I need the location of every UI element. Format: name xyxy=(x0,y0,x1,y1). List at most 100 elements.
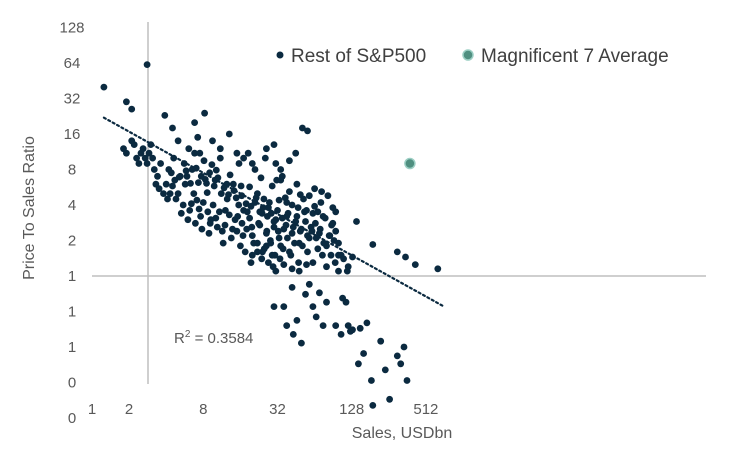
data-point xyxy=(295,267,303,275)
data-point xyxy=(265,204,272,212)
data-point xyxy=(232,194,240,202)
data-point xyxy=(191,149,199,157)
data-point xyxy=(161,112,169,119)
data-point xyxy=(327,251,335,259)
data-point xyxy=(192,219,199,227)
data-point xyxy=(293,180,301,188)
data-point xyxy=(291,239,298,247)
data-point xyxy=(284,209,292,217)
data-point xyxy=(246,214,254,222)
data-point xyxy=(219,239,227,247)
r-squared-symbol: R xyxy=(174,330,185,347)
data-points xyxy=(100,61,442,409)
data-point xyxy=(238,219,246,227)
data-point xyxy=(123,98,130,106)
data-point xyxy=(177,209,185,217)
data-point xyxy=(287,251,295,259)
data-point xyxy=(369,402,377,409)
data-point xyxy=(304,127,311,135)
data-point xyxy=(212,214,220,222)
data-point xyxy=(221,221,229,229)
data-point xyxy=(167,169,175,177)
data-point xyxy=(169,124,176,132)
data-point xyxy=(263,145,270,153)
data-point xyxy=(400,343,408,351)
data-point xyxy=(280,261,288,268)
data-point xyxy=(225,211,233,219)
data-point xyxy=(298,339,305,347)
data-point xyxy=(288,229,296,237)
data-point xyxy=(275,196,283,204)
data-point xyxy=(128,105,136,113)
data-point xyxy=(254,248,261,256)
data-point xyxy=(240,154,248,162)
data-point xyxy=(197,172,205,180)
data-point xyxy=(143,160,151,167)
legend-label-rest: Rest of S&P500 xyxy=(291,46,426,67)
data-point xyxy=(337,331,345,338)
y-tick-label: 128 xyxy=(59,20,84,37)
data-point xyxy=(208,161,216,169)
data-point xyxy=(311,185,318,193)
data-point xyxy=(411,261,419,268)
data-point xyxy=(243,225,251,233)
data-point xyxy=(296,227,304,235)
data-point xyxy=(270,223,278,231)
y-tick-label: 1 xyxy=(68,268,76,285)
data-point xyxy=(181,180,189,188)
data-point xyxy=(283,199,291,206)
x-tick-labels: 1 2 8 32 128 512 xyxy=(88,401,439,418)
data-point xyxy=(145,149,153,157)
data-point xyxy=(368,377,375,384)
data-point xyxy=(260,195,268,203)
data-point xyxy=(272,160,280,167)
data-point xyxy=(282,221,290,229)
data-point xyxy=(323,298,330,306)
data-point xyxy=(304,248,311,256)
axes xyxy=(92,22,706,384)
y-tick-label: 2 xyxy=(68,233,76,250)
data-point xyxy=(356,324,364,332)
data-point xyxy=(248,223,256,231)
data-point xyxy=(318,188,325,196)
data-point xyxy=(251,166,259,173)
data-point xyxy=(263,227,271,235)
data-point xyxy=(193,196,201,204)
data-point xyxy=(237,242,244,250)
data-point xyxy=(270,303,278,310)
data-point xyxy=(360,350,367,357)
data-point xyxy=(182,167,190,175)
data-point xyxy=(312,313,320,321)
x-tick-label: 1 xyxy=(88,401,96,418)
data-point xyxy=(303,207,310,214)
data-point xyxy=(216,154,224,162)
data-point xyxy=(174,137,182,145)
data-point xyxy=(335,267,342,275)
y-tick-label: 8 xyxy=(68,162,76,179)
data-point xyxy=(229,180,237,188)
data-point xyxy=(222,207,229,214)
data-point xyxy=(205,229,213,237)
legend: Rest of S&P500 Magnificent 7 Average xyxy=(276,46,669,67)
data-point xyxy=(296,191,304,199)
data-point xyxy=(309,303,317,310)
data-point xyxy=(195,205,203,213)
data-point xyxy=(241,248,249,256)
data-point xyxy=(289,331,297,338)
data-point xyxy=(257,174,265,182)
data-point xyxy=(293,213,301,220)
data-point xyxy=(238,192,246,200)
data-point xyxy=(268,182,276,190)
data-point xyxy=(283,322,291,329)
data-point xyxy=(270,141,278,149)
data-point xyxy=(206,219,214,227)
r-squared-annotation: R2 = 0.3584 xyxy=(174,329,253,347)
data-point xyxy=(393,248,401,256)
data-point xyxy=(319,251,326,259)
data-point xyxy=(302,290,309,298)
data-point xyxy=(216,145,224,153)
x-axis-title: Sales, USDbn xyxy=(352,425,453,442)
data-point xyxy=(149,154,157,162)
data-point xyxy=(244,149,252,157)
